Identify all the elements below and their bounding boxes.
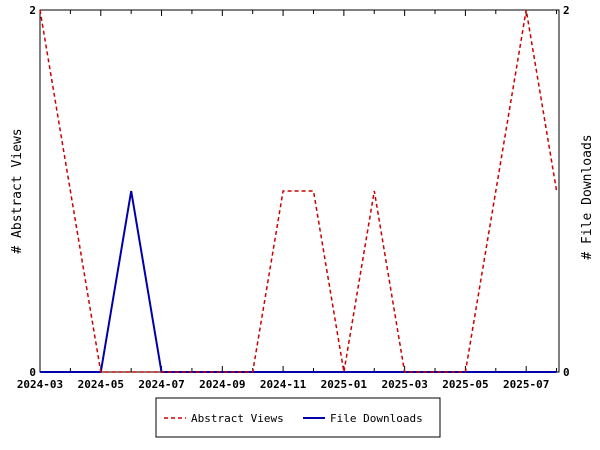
x-tick-label: 2024-05 — [78, 378, 124, 391]
y-right-tick-label: 0 — [563, 366, 570, 379]
legend-label-abstract-views: Abstract Views — [191, 412, 284, 425]
x-tick-label: 2025-03 — [381, 378, 427, 391]
y-axis-title-right: # File Downloads — [580, 134, 595, 259]
x-tick-label: 2024-11 — [260, 378, 307, 391]
tick-marks — [39, 10, 558, 372]
legend-label-file-downloads: File Downloads — [330, 412, 423, 425]
y-right-tick-label: 2 — [563, 4, 570, 17]
legend: Abstract Views File Downloads — [155, 397, 441, 438]
y-axis-title-left: # Abstract Views — [10, 128, 25, 253]
y-left-tick-label: 2 — [29, 4, 36, 17]
series-line-abstract-views — [39, 9, 558, 373]
x-tick-label: 2024-09 — [199, 378, 245, 391]
series-line-file-downloads — [40, 190, 557, 373]
x-tick-label: 2024-07 — [138, 378, 184, 391]
legend-box — [155, 397, 441, 438]
series-lines — [39, 9, 558, 373]
x-tick-label: 2025-05 — [442, 378, 488, 391]
y-left-tick-label: 0 — [29, 366, 36, 379]
x-tick-label: 2025-01 — [321, 378, 368, 391]
x-tick-label: 2025-07 — [503, 378, 549, 391]
plot-frame — [39, 9, 560, 373]
x-tick-label: 2024-03 — [17, 378, 63, 391]
tick-labels: 2024-03 2024-05 2024-07 2024-09 2024-11 2025-… — [17, 4, 570, 391]
